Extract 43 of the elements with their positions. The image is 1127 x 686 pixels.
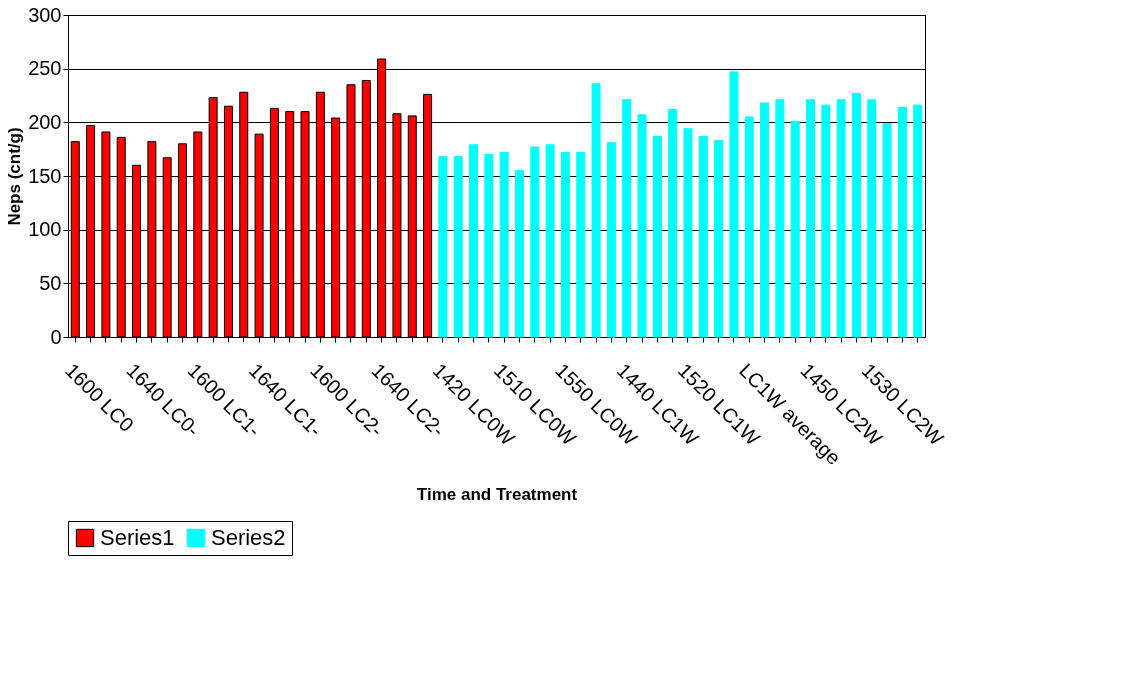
bar <box>683 128 693 338</box>
y-tick-label: 300 <box>28 3 62 26</box>
bar <box>867 99 877 338</box>
bar <box>836 99 846 338</box>
bar <box>530 146 540 338</box>
x-axis-title: Time and Treatment <box>416 484 578 504</box>
bar <box>897 106 907 338</box>
bar <box>591 83 601 338</box>
bar <box>821 104 831 338</box>
bar <box>622 99 632 338</box>
bar <box>484 154 494 338</box>
y-tick-label: 250 <box>28 57 62 80</box>
bar <box>775 99 785 338</box>
bar <box>499 151 509 338</box>
bar <box>744 116 754 338</box>
y-tick-label: 150 <box>28 164 62 187</box>
bar <box>729 71 739 338</box>
bar <box>668 108 678 338</box>
y-tick-label: 0 <box>50 325 62 348</box>
legend-label: Series2 <box>211 525 286 550</box>
legend-label: Series1 <box>100 525 175 550</box>
bar <box>606 142 616 338</box>
bar <box>760 102 770 338</box>
bar <box>469 144 479 338</box>
y-tick-label: 50 <box>39 271 62 294</box>
bar <box>514 170 524 338</box>
bar <box>438 156 448 338</box>
bar <box>714 140 724 338</box>
bar <box>545 144 555 338</box>
bar <box>790 120 800 338</box>
y-axis-title: Neps (cnt/g) <box>5 127 25 226</box>
bar <box>576 151 586 338</box>
y-tick-label: 100 <box>28 218 62 241</box>
bar <box>560 151 570 338</box>
bar <box>637 114 647 338</box>
bar <box>698 135 708 338</box>
bar <box>652 135 662 338</box>
bar <box>913 104 923 338</box>
bar <box>882 122 892 338</box>
bar <box>851 92 861 338</box>
y-tick-label: 200 <box>28 110 62 133</box>
bar <box>453 156 463 338</box>
bar <box>806 99 815 338</box>
